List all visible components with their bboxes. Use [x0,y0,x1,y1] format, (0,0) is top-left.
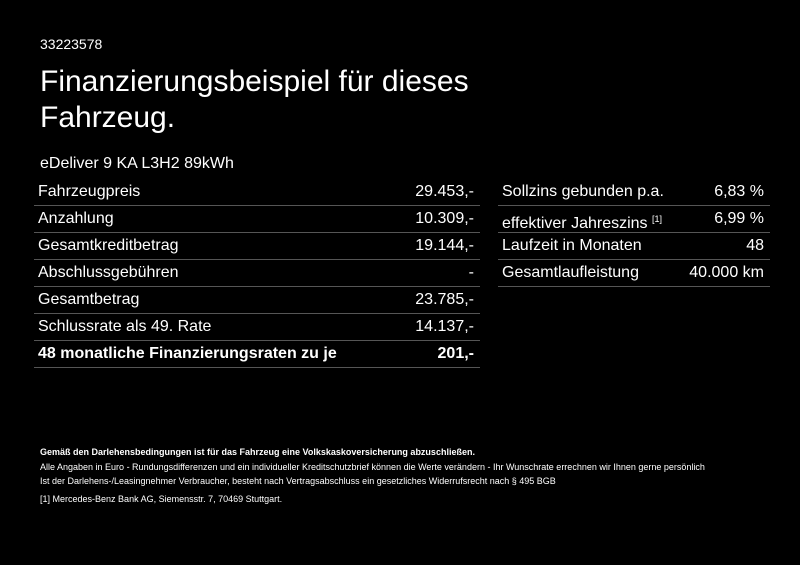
vehicle-id: 33223578 [40,36,103,52]
title: Finanzierungsbeispiel für dieses Fahrzeu… [40,64,469,136]
footnote: [1] Mercedes-Benz Bank AG, Siemensstr. 7… [40,494,282,504]
row-label: Sollzins gebunden p.a. [502,183,664,200]
footnote-mark: [1] [40,494,51,504]
row-label: 48 monatliche Finanzierungsraten zu je [38,345,337,362]
row-value: 23.785,- [415,291,474,308]
table-row: Anzahlung 10.309,- [34,206,480,233]
row-value: - [468,264,474,281]
row-value: 29.453,- [415,183,474,200]
title-line: Fahrzeug. [40,101,176,134]
table-row: Abschlussgebühren - [34,260,480,287]
row-value: 14.137,- [415,318,474,335]
table-row: Gesamtlaufleistung 40.000 km [498,260,770,287]
row-label: Gesamtlaufleistung [502,264,639,281]
table-row: Gesamtbetrag 23.785,- [34,287,480,314]
note-bold: Gemäß den Darlehensbedingungen ist für d… [40,447,475,457]
table-row: Sollzins gebunden p.a. 6,83 % [498,179,770,206]
model: eDeliver 9 KA L3H2 89kWh [40,155,234,172]
row-label: effektiver Jahreszins [1] [502,214,663,232]
table-row: Laufzeit in Monaten 48 [498,233,770,260]
table-row: effektiver Jahreszins [1] 6,99 % [498,206,770,233]
title-line: Finanzierungsbeispiel für dieses [40,65,469,98]
table-row: Fahrzeugpreis 29.453,- [34,179,480,206]
row-value: 10.309,- [415,210,474,227]
note: Alle Angaben in Euro - Rundungsdifferenz… [40,462,705,472]
row-label: Abschlussgebühren [38,264,179,281]
table-row: Gesamtkreditbetrag 19.144,- [34,233,480,260]
table-row: Schlussrate als 49. Rate 14.137,- [34,314,480,341]
row-value: 6,99 % [714,210,764,227]
row-label: Gesamtbetrag [38,291,140,308]
row-label: Fahrzeugpreis [38,183,141,200]
row-label: Laufzeit in Monaten [502,237,642,254]
row-label: Schlussrate als 49. Rate [38,318,212,335]
row-value: 19.144,- [415,237,474,254]
note: Ist der Darlehens-/Leasingnehmer Verbrau… [40,476,556,486]
row-value: 201,- [437,345,474,362]
footnote-mark: [1] [652,214,663,224]
row-label: Gesamtkreditbetrag [38,237,179,254]
row-label: Anzahlung [38,210,114,227]
row-value: 40.000 km [689,264,764,281]
table-row: 48 monatliche Finanzierungsraten zu je 20… [34,341,480,368]
row-value: 6,83 % [714,183,764,200]
row-value: 48 [746,237,764,254]
footnote-text: Mercedes-Benz Bank AG, Siemensstr. 7, 70… [52,494,283,504]
